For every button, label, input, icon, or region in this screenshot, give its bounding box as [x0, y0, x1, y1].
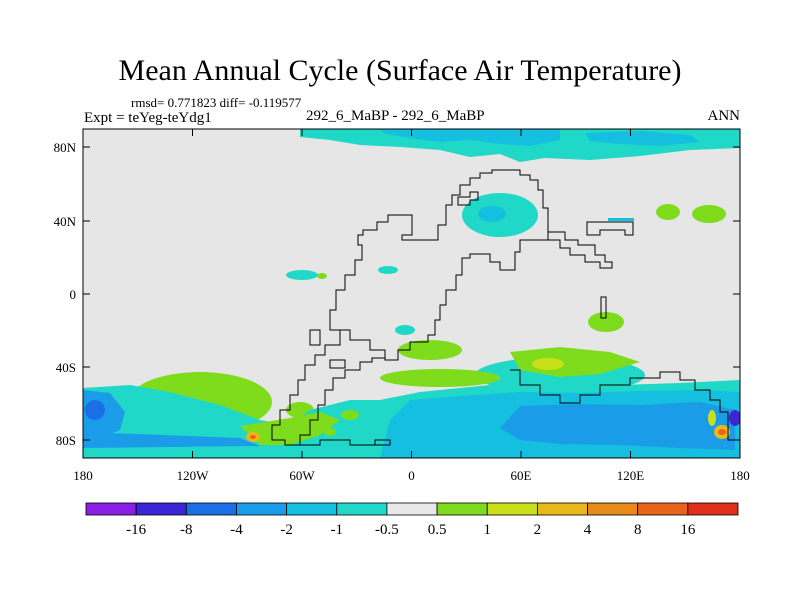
southern-ocean-cool-3 — [500, 402, 735, 450]
x-tick-label: 180 — [730, 468, 750, 483]
east-landmass-outline — [547, 231, 613, 269]
colorbar-box — [85, 502, 137, 516]
antarctic-peninsula-outline — [300, 439, 391, 446]
colorbar-box — [386, 502, 438, 516]
gondwana-west-outline — [309, 329, 321, 346]
y-tick-label: 80S — [56, 433, 76, 448]
sa-cool-dot — [395, 325, 415, 335]
y-tick-label: 40N — [54, 214, 77, 229]
y-axis — [83, 146, 740, 441]
atlantic-warm-band — [380, 369, 500, 387]
colorbar-box — [135, 502, 187, 516]
weddell-warm-dot — [341, 410, 359, 420]
colorbar-box — [486, 502, 538, 516]
narrow-island-outline — [600, 296, 607, 319]
colorbar-label: -16 — [126, 522, 146, 538]
colorbar-box — [587, 502, 639, 516]
x-axis — [82, 129, 741, 458]
colorbar-box — [185, 502, 237, 516]
rmsd-diff-stats: rmsd= 0.771823 diff= -0.119577 — [131, 95, 302, 110]
colorbar-label: -8 — [180, 522, 193, 538]
atlantic-warm-dot — [317, 273, 327, 279]
africa-warm-patch — [398, 340, 462, 360]
kamchatka-cool-strip — [608, 218, 634, 221]
hot-spot-west-core — [250, 435, 256, 439]
continent-outlines — [271, 169, 740, 446]
india-warm-patch — [588, 312, 624, 332]
colorbar-label: 8 — [634, 522, 642, 538]
south-island-outline — [329, 359, 346, 369]
colorbar-box — [637, 502, 689, 516]
x-tick-label: 60E — [511, 468, 532, 483]
colorbar-label: 0.5 — [428, 522, 447, 538]
inner-basin-outline — [457, 191, 479, 206]
east-deep-cool — [729, 410, 740, 426]
ross-sea-cool — [440, 418, 500, 442]
y-tick-label: 0 — [70, 287, 77, 302]
gondwana-outline — [271, 329, 386, 446]
asia-cool-core — [478, 206, 506, 222]
colorbar-box — [687, 502, 739, 516]
x-tick-label: 120E — [617, 468, 645, 483]
hot-spot-east-core — [718, 429, 726, 435]
map-field — [83, 129, 740, 458]
x-tick-label: 120W — [177, 468, 210, 483]
y-tick-label: 80N — [54, 140, 77, 155]
pacific-warm-patch-2 — [692, 205, 726, 223]
center-label: 292_6_MaBP - 292_6_MaBP — [306, 108, 485, 124]
colorbar-box — [286, 502, 338, 516]
x-tick-label: 60W — [289, 468, 315, 483]
west-pacific-deep — [85, 400, 105, 420]
arctic-cool-band-2 — [380, 129, 560, 146]
chart-title: Mean Annual Cycle (Surface Air Temperatu… — [118, 54, 682, 87]
indian-ocean-warm-core — [532, 358, 564, 370]
colorbar-box — [336, 502, 388, 516]
antarctic-strip — [83, 432, 260, 448]
colorbar-box — [536, 502, 588, 516]
x-tick-label: 180 — [73, 468, 93, 483]
southern-coast-outline — [510, 369, 740, 441]
warm-edge-east — [708, 410, 716, 426]
colorbar-label: 16 — [680, 522, 696, 538]
pacific-cool-dot — [378, 266, 398, 274]
colorbar-box — [236, 502, 288, 516]
colorbar-label: 2 — [534, 522, 542, 538]
atlantic-cool-patch — [286, 270, 318, 280]
colorbar-label: -4 — [230, 522, 243, 538]
season-label: ANN — [707, 108, 741, 124]
colorbar: -16 -8 -4 -2 -1 -0.5 0.5 1 2 4 8 16 — [85, 502, 739, 538]
colorbar-box — [436, 502, 488, 516]
pacific-warm-patch-1 — [656, 204, 680, 220]
x-tick-label: 0 — [408, 468, 415, 483]
colorbar-label: -0.5 — [375, 522, 399, 538]
colorbar-label: -2 — [280, 522, 293, 538]
arctic-cool-patch — [585, 131, 700, 146]
weddell-warm-dot-2 — [324, 428, 336, 436]
colorbar-label: -1 — [331, 522, 344, 538]
cathaysia-outline — [586, 221, 634, 236]
experiment-label: Expt = teYeg-teYdg1 — [84, 110, 212, 126]
colorbar-label: 1 — [483, 522, 491, 538]
y-tick-label: 40S — [56, 360, 76, 375]
colorbar-label: 4 — [584, 522, 592, 538]
